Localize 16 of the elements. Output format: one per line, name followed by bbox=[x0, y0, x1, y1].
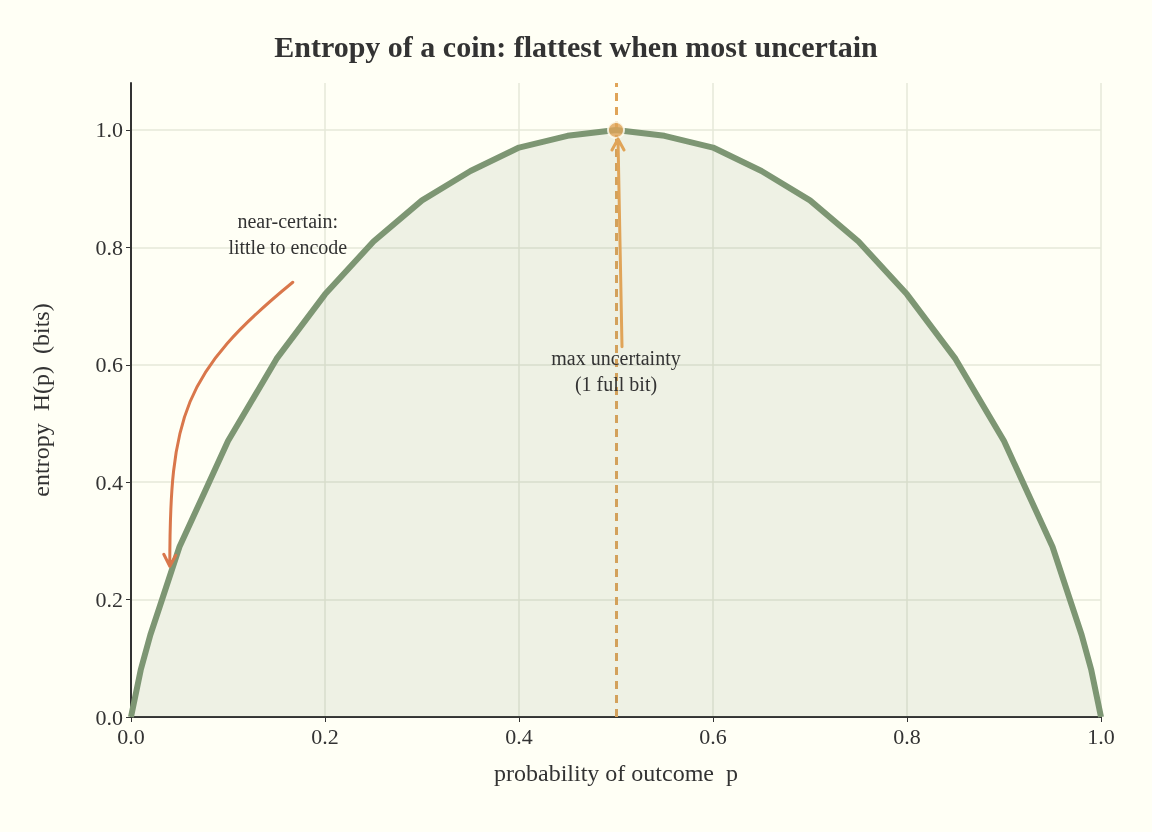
chart-title: Entropy of a coin: flattest when most uncertain bbox=[274, 29, 879, 63]
y-tick-label: 0.6 bbox=[95, 352, 123, 378]
y-tick-label: 0.4 bbox=[95, 469, 123, 495]
x-tick-label: 0.2 bbox=[311, 723, 339, 749]
x-tick-label: 0.4 bbox=[505, 723, 533, 749]
y-tick-label: 1.0 bbox=[95, 117, 123, 143]
y-tick-label: 0.0 bbox=[95, 704, 123, 730]
annotation: max uncertainty (1 full bit) bbox=[551, 346, 681, 396]
x-tick-label: 0.8 bbox=[893, 723, 921, 749]
y-axis-title: entropy H(p) (bits) bbox=[28, 303, 54, 497]
x-tick-label: 1.0 bbox=[1087, 723, 1115, 749]
annotation: near-certain: little to encode bbox=[228, 210, 348, 259]
y-tick-label: 0.8 bbox=[95, 234, 123, 260]
y-tick-label: 0.2 bbox=[95, 587, 123, 613]
x-axis-title: probability of outcome p bbox=[494, 760, 738, 786]
x-tick-label: 0.6 bbox=[699, 723, 727, 749]
